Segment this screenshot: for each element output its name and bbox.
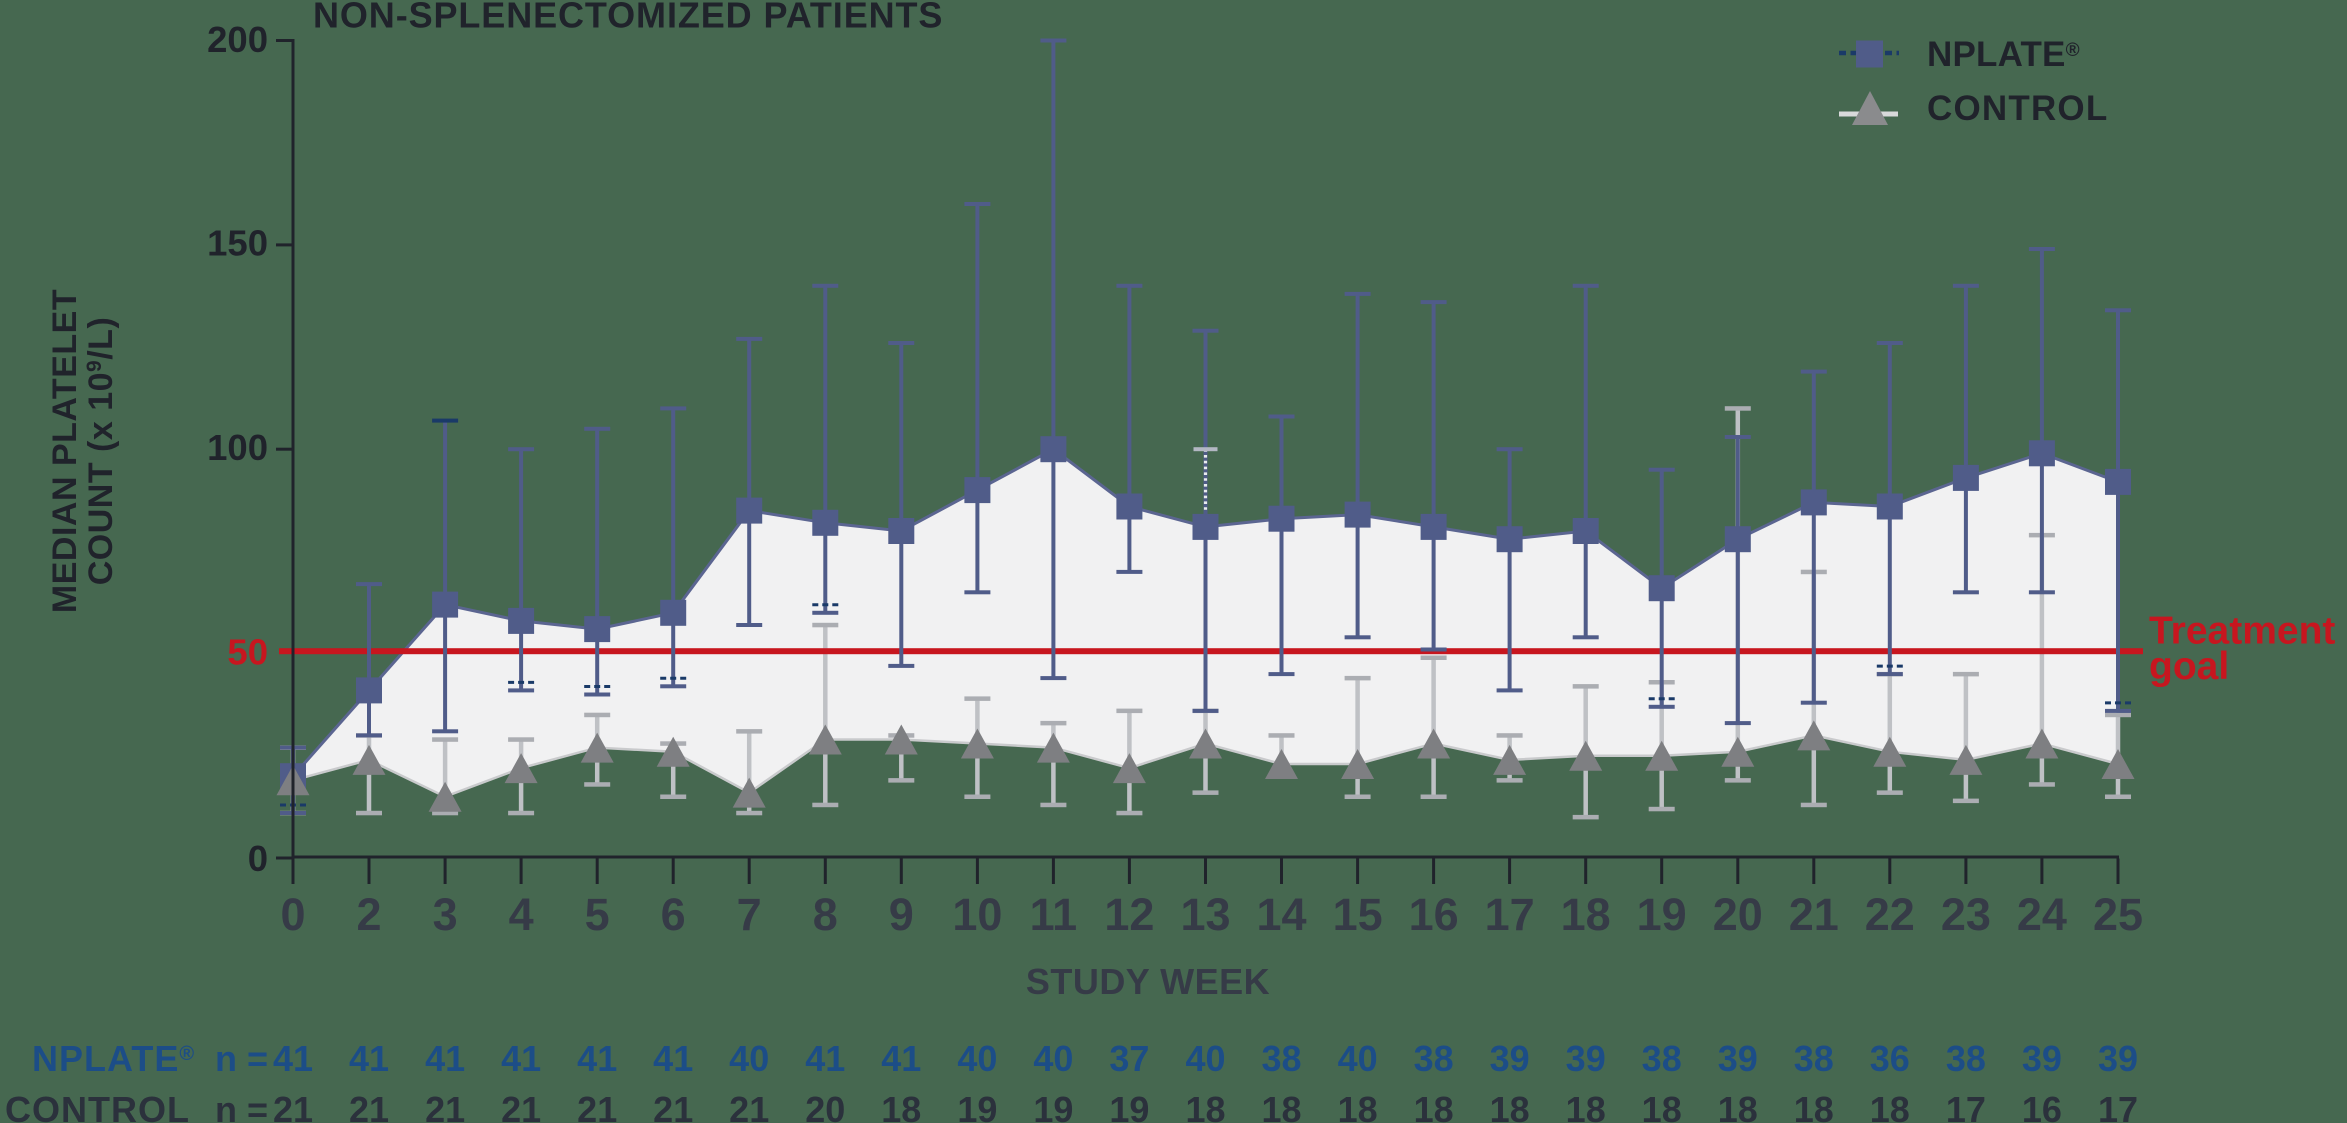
svg-text:18: 18 [1185, 1089, 1225, 1123]
svg-text:NON-SPLENECTOMIZED PATIENTS: NON-SPLENECTOMIZED PATIENTS [313, 0, 943, 36]
svg-text:200: 200 [207, 19, 268, 60]
svg-text:39: 39 [2022, 1038, 2062, 1079]
svg-text:40: 40 [1185, 1038, 1225, 1079]
svg-text:20: 20 [805, 1089, 845, 1123]
svg-text:18: 18 [1490, 1089, 1530, 1123]
svg-text:10: 10 [952, 889, 1002, 940]
svg-text:40: 40 [729, 1038, 769, 1079]
svg-text:18: 18 [1642, 1089, 1682, 1123]
svg-text:COUNT (x 109/L): COUNT (x 109/L) [82, 317, 120, 586]
svg-text:19: 19 [1109, 1089, 1149, 1123]
svg-text:18: 18 [1566, 1089, 1606, 1123]
svg-text:n =: n = [215, 1038, 268, 1079]
svg-text:NPLATE®: NPLATE® [32, 1038, 195, 1079]
svg-text:6: 6 [661, 889, 686, 940]
svg-text:41: 41 [501, 1038, 541, 1079]
svg-text:8: 8 [813, 889, 838, 940]
svg-text:39: 39 [2098, 1038, 2138, 1079]
svg-text:7: 7 [737, 889, 762, 940]
svg-text:24: 24 [2017, 889, 2067, 940]
svg-text:2: 2 [356, 889, 381, 940]
svg-text:15: 15 [1333, 889, 1383, 940]
svg-text:22: 22 [1865, 889, 1915, 940]
svg-text:50: 50 [227, 631, 268, 672]
svg-text:41: 41 [273, 1038, 313, 1079]
svg-text:CONTROL: CONTROL [1927, 89, 2108, 128]
svg-text:21: 21 [729, 1089, 769, 1123]
svg-text:40: 40 [1033, 1038, 1073, 1079]
svg-text:16: 16 [2022, 1089, 2062, 1123]
svg-text:14: 14 [1256, 889, 1306, 940]
svg-text:19: 19 [1033, 1089, 1073, 1123]
svg-text:36: 36 [1870, 1038, 1910, 1079]
svg-text:39: 39 [1718, 1038, 1758, 1079]
svg-text:18: 18 [1561, 889, 1611, 940]
svg-text:39: 39 [1490, 1038, 1530, 1079]
svg-text:CONTROL: CONTROL [5, 1089, 190, 1123]
svg-text:41: 41 [349, 1038, 389, 1079]
svg-text:100: 100 [207, 427, 268, 468]
svg-text:21: 21 [501, 1089, 541, 1123]
svg-text:goal: goal [2149, 645, 2229, 688]
svg-text:21: 21 [349, 1089, 389, 1123]
svg-text:25: 25 [2093, 889, 2143, 940]
svg-text:n =: n = [215, 1089, 268, 1123]
svg-text:NPLATE®: NPLATE® [1927, 35, 2080, 74]
svg-text:19: 19 [957, 1089, 997, 1123]
svg-text:40: 40 [957, 1038, 997, 1079]
svg-text:21: 21 [1789, 889, 1839, 940]
svg-text:MEDIAN PLATELET: MEDIAN PLATELET [46, 289, 84, 613]
svg-text:40: 40 [1338, 1038, 1378, 1079]
svg-text:150: 150 [207, 222, 268, 263]
svg-text:11: 11 [1030, 889, 1078, 940]
svg-text:0: 0 [280, 889, 305, 940]
svg-text:18: 18 [1414, 1089, 1454, 1123]
svg-text:38: 38 [1946, 1038, 1986, 1079]
svg-text:20: 20 [1713, 889, 1763, 940]
svg-text:38: 38 [1794, 1038, 1834, 1079]
svg-text:41: 41 [653, 1038, 693, 1079]
svg-text:18: 18 [1338, 1089, 1378, 1123]
svg-text:13: 13 [1180, 889, 1230, 940]
svg-text:19: 19 [1637, 889, 1687, 940]
svg-text:18: 18 [1261, 1089, 1301, 1123]
svg-text:37: 37 [1109, 1038, 1149, 1079]
svg-text:21: 21 [577, 1089, 617, 1123]
svg-text:18: 18 [1794, 1089, 1834, 1123]
svg-text:18: 18 [881, 1089, 921, 1123]
svg-text:38: 38 [1414, 1038, 1454, 1079]
svg-text:21: 21 [425, 1089, 465, 1123]
svg-text:17: 17 [1946, 1089, 1986, 1123]
svg-text:4: 4 [509, 889, 534, 940]
svg-text:12: 12 [1104, 889, 1154, 940]
svg-text:41: 41 [577, 1038, 617, 1079]
svg-text:Treatment: Treatment [2149, 610, 2335, 653]
svg-text:17: 17 [2098, 1089, 2138, 1123]
svg-text:16: 16 [1409, 889, 1459, 940]
svg-text:39: 39 [1566, 1038, 1606, 1079]
svg-text:21: 21 [273, 1089, 313, 1123]
svg-text:41: 41 [881, 1038, 921, 1079]
svg-text:38: 38 [1261, 1038, 1301, 1079]
svg-text:23: 23 [1941, 889, 1991, 940]
svg-text:0: 0 [248, 838, 268, 879]
svg-text:STUDY WEEK: STUDY WEEK [1026, 961, 1270, 1002]
svg-text:5: 5 [585, 889, 610, 940]
svg-text:3: 3 [433, 889, 458, 940]
svg-text:9: 9 [889, 889, 914, 940]
svg-text:18: 18 [1718, 1089, 1758, 1123]
svg-text:17: 17 [1485, 889, 1535, 940]
svg-text:18: 18 [1870, 1089, 1910, 1123]
svg-text:41: 41 [425, 1038, 465, 1079]
svg-text:41: 41 [805, 1038, 845, 1079]
svg-text:38: 38 [1642, 1038, 1682, 1079]
svg-text:21: 21 [653, 1089, 693, 1123]
